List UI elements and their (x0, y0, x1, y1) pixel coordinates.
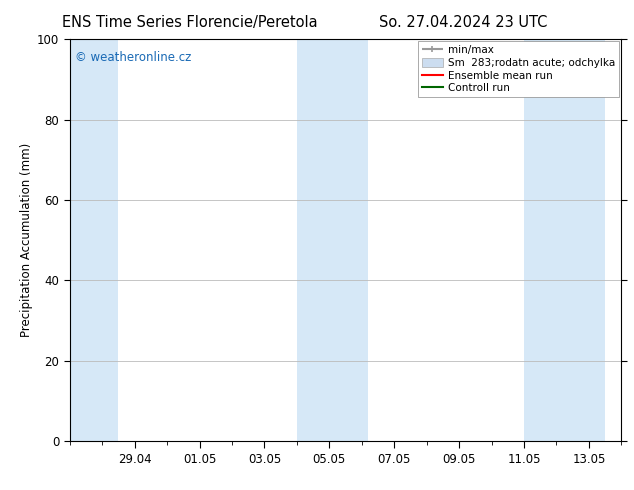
Bar (297, 39, 368, 441)
Bar (70, 39, 119, 441)
Text: So. 27.04.2024 23 UTC: So. 27.04.2024 23 UTC (378, 15, 547, 30)
Text: ENS Time Series Florencie/Peretola: ENS Time Series Florencie/Peretola (62, 15, 318, 30)
Text: © weatheronline.cz: © weatheronline.cz (75, 51, 191, 64)
Y-axis label: Precipitation Accumulation (mm): Precipitation Accumulation (mm) (20, 143, 33, 337)
Bar (524, 39, 605, 441)
Legend: min/max, Sm  283;rodatn acute; odchylka, Ensemble mean run, Controll run: min/max, Sm 283;rodatn acute; odchylka, … (418, 41, 619, 98)
